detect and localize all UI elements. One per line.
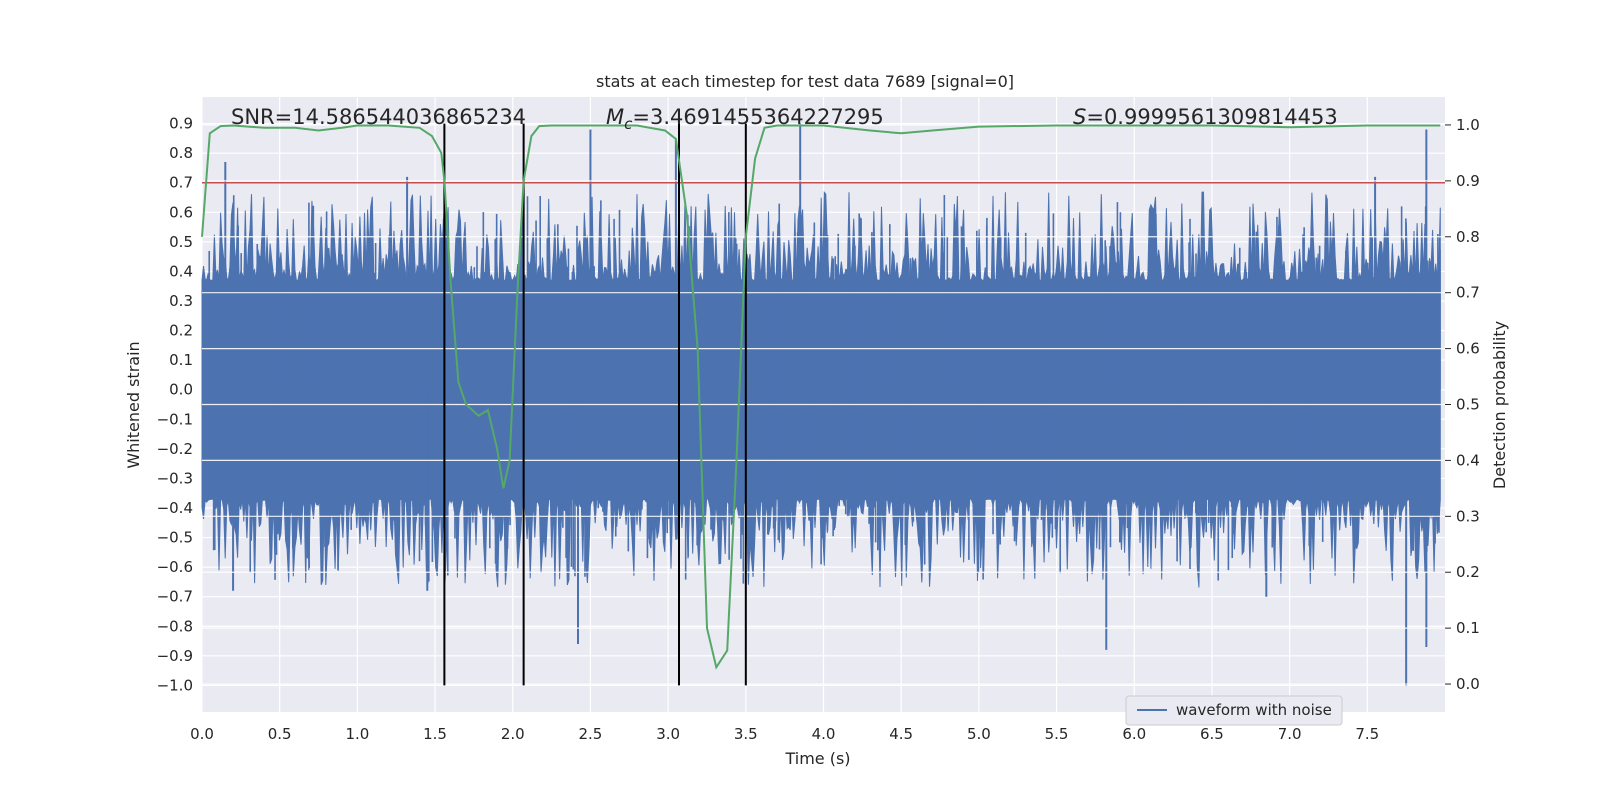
x-tick-label: 1.0 [345,725,369,743]
x-tick-label: 4.5 [889,725,913,743]
x-tick-label: 4.0 [812,725,836,743]
y-tick-label: 0.7 [169,174,193,192]
x-tick-label: 5.5 [1045,725,1069,743]
y-tick-label: 0.3 [169,292,193,310]
y2-tick-label: 0.1 [1456,619,1480,637]
y2-tick-label: 0.7 [1456,284,1480,302]
x-tick-label: 0.5 [268,725,292,743]
x-axis-label: Time (s) [784,749,850,768]
y-tick-label: −0.5 [157,529,193,547]
y2-axis-label: Detection probability [1490,321,1509,489]
y-tick-label: −0.9 [157,647,193,665]
y-tick-label: −0.4 [157,499,193,517]
y-tick-label: −0.8 [157,617,193,635]
y-tick-label: 0.9 [169,115,193,133]
y-tick-label: 0.8 [169,144,193,162]
y2-tick-label: 0.9 [1456,172,1480,190]
probability-grid-lines [202,124,1445,685]
y-tick-label: 0.1 [169,351,193,369]
y-tick-label: −1.0 [157,676,193,694]
y-tick-label: −0.7 [157,588,193,606]
y2-tick-label: 0.5 [1456,396,1480,414]
x-tick-label: 3.0 [656,725,680,743]
y2-tick-label: 0.6 [1456,340,1480,358]
x-tick-label: 0.0 [190,725,214,743]
x-tick-label: 6.5 [1200,725,1224,743]
x-tick-label: 3.5 [734,725,758,743]
y-axis-ticks: 0.9 0.8 0.7 0.6 0.5 0.4 0.3 0.2 0.1 0.0 −0.1 −0.2 −0… [157,115,193,695]
detection-probability-line [201,124,1441,670]
y-tick-label: −0.3 [157,469,193,487]
s-annotation: S=0.9999561309814453 [1073,105,1338,129]
y-tick-label: −0.2 [157,440,193,458]
y2-tick-label: 0.2 [1456,563,1480,581]
x-tick-label: 1.5 [423,725,447,743]
y-tick-label: 0.5 [169,233,193,251]
x-axis-ticks: 0.0 0.5 1.0 1.5 2.0 2.5 3.0 3.5 4.0 4.5 5.0 5.5 6.0 6… [190,725,1379,743]
y-axis-label: Whitened strain [124,341,143,468]
chirp-mass-annotation: Mc=3.4691455364227295 [606,105,884,133]
x-tick-label: 2.5 [579,725,603,743]
legend-box [1125,695,1343,726]
y2-axis-ticks: 1.0 0.9 0.8 0.7 0.6 0.5 0.4 0.3 0.2 0.1 0.0 [1445,116,1480,693]
y-tick-label: −0.1 [157,410,193,428]
y2-tick-label: 0.0 [1456,675,1480,693]
x-tick-label: 2.0 [501,725,525,743]
x-tick-label: 6.0 [1122,725,1146,743]
x-tick-label: 5.0 [967,725,991,743]
y2-tick-label: 0.8 [1456,228,1480,246]
chart-title: stats at each timestep for test data 768… [596,72,1014,91]
vertical-markers [443,123,747,686]
y-tick-label: −0.6 [157,558,193,576]
x-tick-label: 7.0 [1278,725,1302,743]
y-tick-label: 0.6 [169,203,193,221]
legend-label: waveform with noise [1176,701,1332,719]
legend: waveform with noise [1125,695,1343,726]
y2-tick-label: 0.3 [1456,507,1480,525]
snr-annotation: SNR=14.586544036865234 [231,105,526,129]
y2-tick-label: 0.4 [1456,451,1480,469]
y2-tick-label: 1.0 [1456,116,1480,134]
y-tick-label: 0.0 [169,381,193,399]
y-tick-label: 0.2 [169,322,193,340]
x-tick-label: 7.5 [1355,725,1379,743]
y-tick-label: 0.4 [169,262,193,280]
